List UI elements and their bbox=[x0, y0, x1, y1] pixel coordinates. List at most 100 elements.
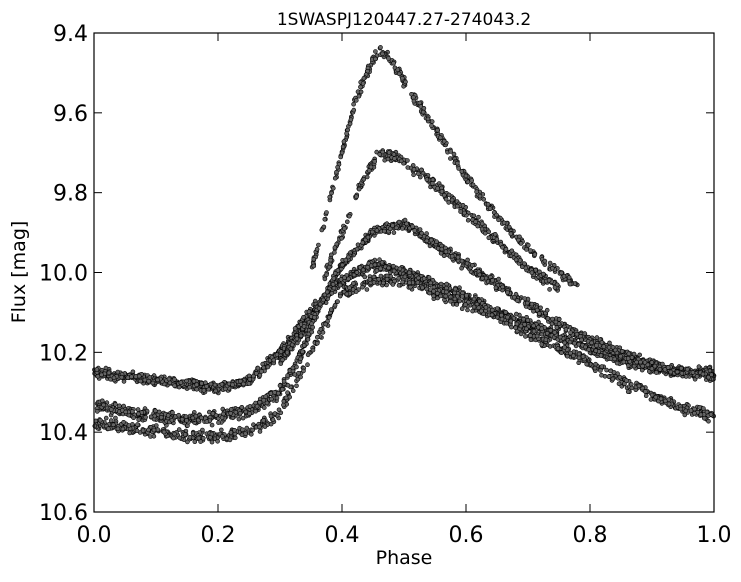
data-point bbox=[386, 56, 391, 61]
data-point bbox=[485, 201, 491, 207]
data-point bbox=[257, 399, 262, 405]
data-point bbox=[210, 411, 216, 416]
data-point bbox=[284, 350, 290, 355]
data-point bbox=[246, 381, 252, 386]
data-point bbox=[471, 213, 477, 219]
data-point bbox=[496, 276, 501, 282]
data-point bbox=[372, 159, 378, 164]
data-point bbox=[706, 374, 711, 380]
data-point bbox=[239, 404, 245, 410]
data-point bbox=[290, 365, 296, 371]
data-point bbox=[443, 293, 449, 299]
data-point bbox=[219, 381, 225, 387]
data-point bbox=[598, 353, 604, 358]
data-point bbox=[338, 277, 344, 282]
data-point bbox=[362, 274, 368, 280]
data-point bbox=[219, 427, 224, 433]
data-point bbox=[470, 262, 475, 268]
data-point bbox=[347, 121, 353, 127]
data-point bbox=[657, 367, 663, 372]
data-point bbox=[106, 426, 111, 432]
data-point bbox=[136, 411, 141, 417]
data-point bbox=[241, 381, 246, 387]
data-point bbox=[263, 394, 269, 399]
data-point bbox=[465, 217, 471, 223]
data-point bbox=[261, 405, 267, 410]
data-point bbox=[156, 409, 162, 415]
data-point bbox=[334, 241, 340, 247]
data-point bbox=[679, 370, 685, 376]
data-point bbox=[435, 246, 441, 251]
data-point bbox=[559, 270, 564, 276]
data-point bbox=[219, 415, 225, 421]
y-tick-label: 10.4 bbox=[39, 421, 88, 446]
data-point bbox=[428, 280, 434, 286]
data-point bbox=[476, 214, 481, 220]
data-point bbox=[405, 165, 411, 170]
data-point bbox=[351, 281, 356, 286]
data-point bbox=[298, 356, 304, 362]
data-point bbox=[339, 236, 345, 241]
data-point bbox=[483, 304, 489, 310]
data-point bbox=[513, 257, 519, 263]
data-point bbox=[567, 281, 573, 287]
data-point bbox=[324, 289, 330, 295]
data-point bbox=[113, 415, 118, 421]
data-point bbox=[709, 372, 714, 378]
data-point bbox=[505, 290, 510, 295]
data-point bbox=[599, 364, 605, 369]
data-point bbox=[294, 336, 300, 342]
data-point bbox=[539, 342, 545, 347]
data-point bbox=[683, 374, 689, 379]
data-point bbox=[378, 45, 383, 50]
data-point bbox=[511, 294, 517, 300]
data-point bbox=[328, 252, 334, 258]
data-point bbox=[448, 298, 453, 304]
data-point bbox=[373, 56, 378, 62]
data-point bbox=[513, 252, 519, 258]
data-point bbox=[557, 334, 563, 340]
x-tick-label: 0.8 bbox=[573, 523, 608, 548]
data-point bbox=[410, 224, 415, 229]
data-point bbox=[360, 267, 366, 273]
data-point bbox=[548, 327, 554, 333]
data-point bbox=[494, 212, 499, 218]
data-point bbox=[405, 158, 410, 163]
data-point bbox=[108, 418, 114, 423]
data-point bbox=[249, 431, 254, 437]
data-point bbox=[155, 427, 161, 433]
data-point bbox=[221, 411, 226, 417]
data-point bbox=[191, 378, 197, 384]
data-point bbox=[411, 98, 417, 104]
x-tick-label: 0.4 bbox=[325, 523, 360, 548]
data-point bbox=[328, 307, 334, 312]
data-point bbox=[459, 294, 465, 299]
data-point bbox=[446, 192, 452, 198]
data-point bbox=[524, 247, 529, 252]
data-point bbox=[250, 427, 255, 433]
data-point bbox=[390, 282, 396, 287]
data-point bbox=[612, 356, 617, 362]
data-point bbox=[572, 340, 577, 346]
data-point bbox=[528, 333, 533, 338]
data-point bbox=[434, 290, 440, 296]
data-point bbox=[643, 389, 648, 394]
data-point bbox=[460, 203, 466, 208]
data-point bbox=[183, 414, 189, 419]
data-point bbox=[459, 258, 465, 264]
data-point bbox=[298, 374, 303, 380]
data-point bbox=[172, 431, 177, 437]
data-point bbox=[199, 381, 204, 386]
data-point bbox=[637, 352, 643, 358]
data-point bbox=[127, 430, 132, 436]
data-point bbox=[178, 380, 184, 385]
data-point bbox=[399, 75, 405, 81]
data-point bbox=[563, 327, 569, 332]
data-point bbox=[228, 410, 233, 416]
data-point bbox=[543, 337, 549, 343]
data-point bbox=[547, 260, 553, 266]
data-point bbox=[443, 196, 449, 202]
data-point bbox=[343, 257, 349, 263]
data-point bbox=[305, 337, 311, 342]
